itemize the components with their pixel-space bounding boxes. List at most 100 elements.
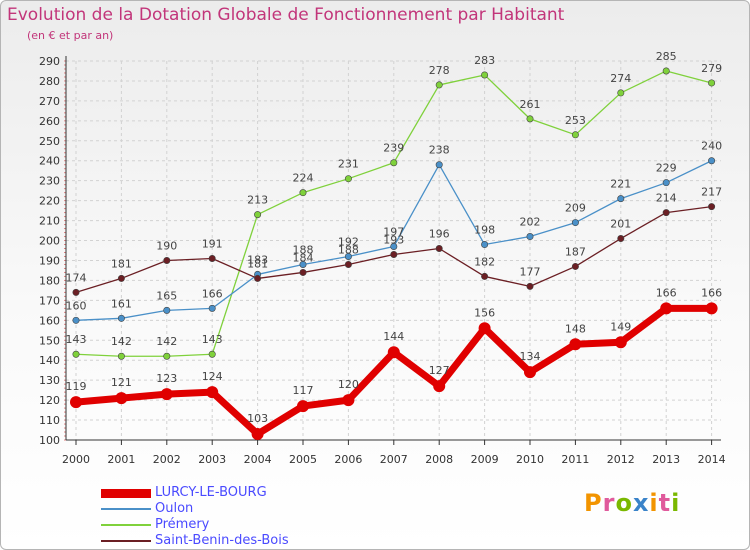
data-label-pr-mery: 239 — [383, 142, 404, 155]
data-label-oulon: 238 — [429, 144, 450, 157]
data-label-pr-mery: 253 — [565, 114, 586, 127]
data-label-pr-mery: 142 — [156, 335, 177, 348]
data-label-pr-mery: 143 — [66, 333, 87, 346]
y-tick-label: 160 — [39, 314, 60, 327]
data-label-pr-mery: 279 — [701, 62, 722, 75]
data-label-pr-mery: 283 — [474, 54, 495, 67]
data-label-lurcy-le-bourg: 123 — [156, 372, 177, 385]
logo-letter: o — [615, 489, 633, 517]
data-label-pr-mery: 213 — [247, 194, 268, 207]
x-tick-label: 2001 — [107, 453, 135, 466]
data-point-lurcy-le-bourg — [433, 380, 446, 393]
data-label-pr-mery: 142 — [111, 335, 132, 348]
data-label-saint-benin-des-bois: 201 — [610, 218, 631, 231]
data-point-saint-benin-des-bois — [571, 262, 579, 270]
data-point-lurcy-le-bourg — [70, 396, 82, 409]
data-label-saint-benin-des-bois: 174 — [66, 271, 87, 284]
proxiti-logo: Proxiti — [584, 489, 680, 517]
data-label-saint-benin-des-bois: 182 — [474, 255, 495, 268]
logo-letter: x — [632, 489, 650, 517]
x-tick-label: 2003 — [198, 453, 226, 466]
data-label-oulon: 209 — [565, 202, 586, 215]
data-point-pr-mery — [481, 71, 489, 79]
data-label-pr-mery: 285 — [656, 50, 677, 63]
data-point-pr-mery — [526, 115, 534, 123]
data-label-lurcy-le-bourg: 149 — [610, 320, 631, 333]
legend-item-oulon: Oulon — [101, 501, 361, 517]
legend-item-lurcy-le-bourg: LURCY-LE-BOURG — [101, 485, 361, 501]
x-tick-label: 2011 — [561, 453, 589, 466]
x-tick-label: 2014 — [698, 453, 726, 466]
legend-swatch — [101, 524, 151, 526]
data-point-saint-benin-des-bois — [390, 250, 398, 258]
data-point-lurcy-le-bourg — [705, 302, 718, 315]
data-label-oulon: 160 — [66, 299, 87, 312]
data-point-oulon — [163, 306, 171, 314]
data-label-oulon: 240 — [701, 140, 722, 153]
y-tick-label: 270 — [39, 95, 60, 108]
y-tick-label: 290 — [39, 55, 60, 68]
data-point-oulon — [390, 243, 398, 251]
legend-swatch — [101, 540, 151, 542]
legend-item-saint-benin-des-bois: Saint-Benin-des-Bois — [101, 533, 361, 549]
data-point-saint-benin-des-bois — [254, 274, 262, 282]
data-point-lurcy-le-bourg — [524, 366, 536, 379]
logo-letter: i — [649, 489, 659, 517]
data-label-saint-benin-des-bois: 196 — [429, 228, 450, 241]
data-label-oulon: 202 — [520, 216, 541, 229]
data-point-lurcy-le-bourg — [115, 392, 128, 405]
y-tick-label: 240 — [39, 155, 60, 168]
data-label-lurcy-le-bourg: 119 — [66, 380, 87, 393]
data-point-lurcy-le-bourg — [160, 388, 173, 401]
x-tick-label: 2013 — [652, 453, 680, 466]
y-tick-label: 210 — [39, 215, 60, 228]
data-point-oulon — [72, 316, 80, 324]
data-label-oulon: 166 — [202, 287, 223, 300]
legend-swatch — [101, 508, 151, 510]
y-tick-label: 140 — [39, 354, 60, 367]
data-label-pr-mery: 224 — [293, 172, 314, 185]
x-tick-label: 2012 — [607, 453, 635, 466]
data-label-lurcy-le-bourg: 120 — [338, 378, 359, 391]
data-label-oulon: 197 — [383, 226, 404, 239]
data-label-lurcy-le-bourg: 127 — [429, 364, 450, 377]
data-point-pr-mery — [571, 131, 579, 139]
logo-letter: P — [584, 489, 603, 517]
data-point-saint-benin-des-bois — [708, 203, 716, 211]
data-point-lurcy-le-bourg — [342, 394, 355, 407]
data-point-oulon — [617, 195, 625, 203]
logo-letter: t — [658, 489, 672, 517]
data-point-pr-mery — [344, 175, 352, 183]
data-point-pr-mery — [299, 189, 307, 197]
data-point-oulon — [117, 314, 125, 322]
data-label-oulon: 192 — [338, 235, 359, 248]
x-tick-label: 2008 — [425, 453, 453, 466]
data-point-oulon — [299, 260, 307, 268]
data-point-saint-benin-des-bois — [662, 209, 670, 217]
data-point-pr-mery — [708, 79, 716, 87]
data-point-pr-mery — [662, 67, 670, 75]
y-tick-label: 170 — [39, 294, 60, 307]
data-label-lurcy-le-bourg: 103 — [247, 412, 268, 425]
data-label-pr-mery: 261 — [520, 98, 541, 111]
data-label-pr-mery: 143 — [202, 333, 223, 346]
data-label-saint-benin-des-bois: 191 — [202, 237, 223, 250]
x-tick-label: 2010 — [516, 453, 544, 466]
data-point-pr-mery — [254, 211, 262, 219]
data-point-oulon — [344, 252, 352, 260]
y-tick-label: 120 — [39, 394, 60, 407]
x-tick-label: 2000 — [62, 453, 90, 466]
data-label-saint-benin-des-bois: 181 — [111, 257, 132, 270]
data-point-pr-mery — [617, 89, 625, 97]
chart-legend: LURCY-LE-BOURG Oulon Prémery Saint-Benin-de… — [101, 485, 361, 549]
data-point-lurcy-le-bourg — [387, 346, 400, 359]
data-label-oulon: 229 — [656, 162, 677, 175]
y-tick-label: 110 — [39, 414, 60, 427]
y-tick-label: 180 — [39, 274, 60, 287]
y-tick-label: 100 — [39, 434, 60, 447]
data-label-saint-benin-des-bois: 184 — [293, 251, 314, 264]
y-tick-label: 220 — [39, 195, 60, 208]
data-label-saint-benin-des-bois: 187 — [565, 245, 586, 258]
